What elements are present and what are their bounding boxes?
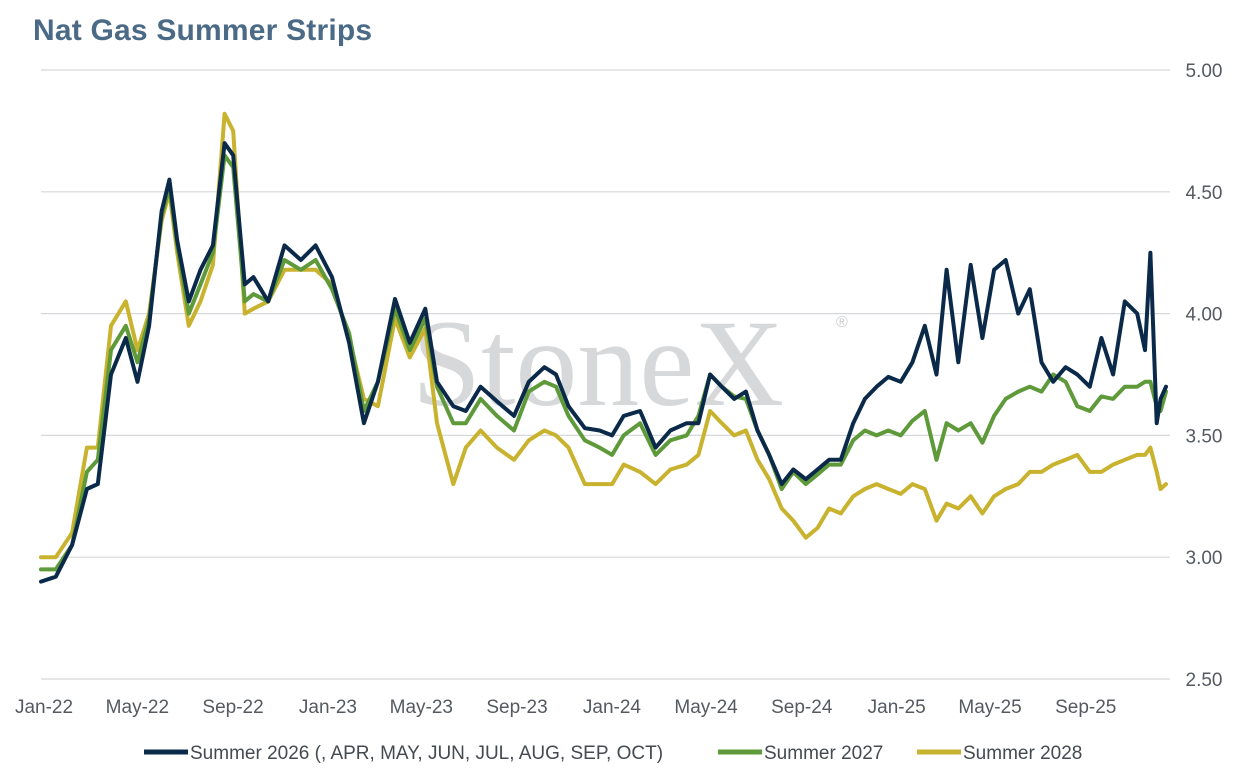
series-lines — [39, 111, 1168, 584]
legend-label: Summer 2028 — [963, 743, 1082, 764]
y-tick-label: 2.50 — [1186, 670, 1223, 691]
chart-title: Nat Gas Summer Strips — [33, 14, 373, 47]
x-tick-label: May-25 — [958, 697, 1021, 718]
x-tick-label: May-24 — [674, 697, 738, 718]
x-tick-label: Jan-23 — [299, 697, 357, 718]
legend-label: Summer 2027 — [764, 743, 883, 764]
x-tick-label: Sep-25 — [1055, 697, 1116, 718]
x-tick-label: Sep-22 — [202, 697, 263, 718]
y-axis-ticks: 2.50 3.00 3.50 4.00 4.50 5.00 — [1186, 61, 1223, 691]
legend: Summer 2026 (, APR, MAY, JUN, JUL, AUG, … — [144, 743, 1082, 764]
x-axis-ticks: Jan-22 May-22 Sep-22 Jan-23 May-23 Sep-23 Jan-… — [15, 697, 1116, 718]
x-tick-label: Sep-23 — [486, 697, 547, 718]
x-tick-label: Jan-22 — [15, 697, 73, 718]
y-tick-label: 4.00 — [1186, 305, 1223, 326]
series-line-2 — [39, 111, 1168, 560]
watermark-registered-mark: ® — [836, 314, 848, 331]
x-tick-label: May-22 — [106, 697, 169, 718]
x-tick-label: Jan-24 — [583, 697, 642, 718]
y-tick-label: 5.00 — [1186, 61, 1223, 82]
x-tick-label: Jan-25 — [868, 697, 926, 718]
x-tick-label: May-23 — [390, 697, 453, 718]
y-tick-label: 3.50 — [1186, 426, 1223, 447]
legend-label: Summer 2026 (, APR, MAY, JUN, JUL, AUG, … — [190, 743, 663, 764]
series-line-0 — [39, 141, 1168, 584]
x-tick-label: Sep-24 — [771, 697, 833, 718]
gridlines — [41, 69, 1170, 680]
y-tick-label: 4.50 — [1186, 183, 1223, 204]
y-tick-label: 3.00 — [1186, 548, 1223, 569]
